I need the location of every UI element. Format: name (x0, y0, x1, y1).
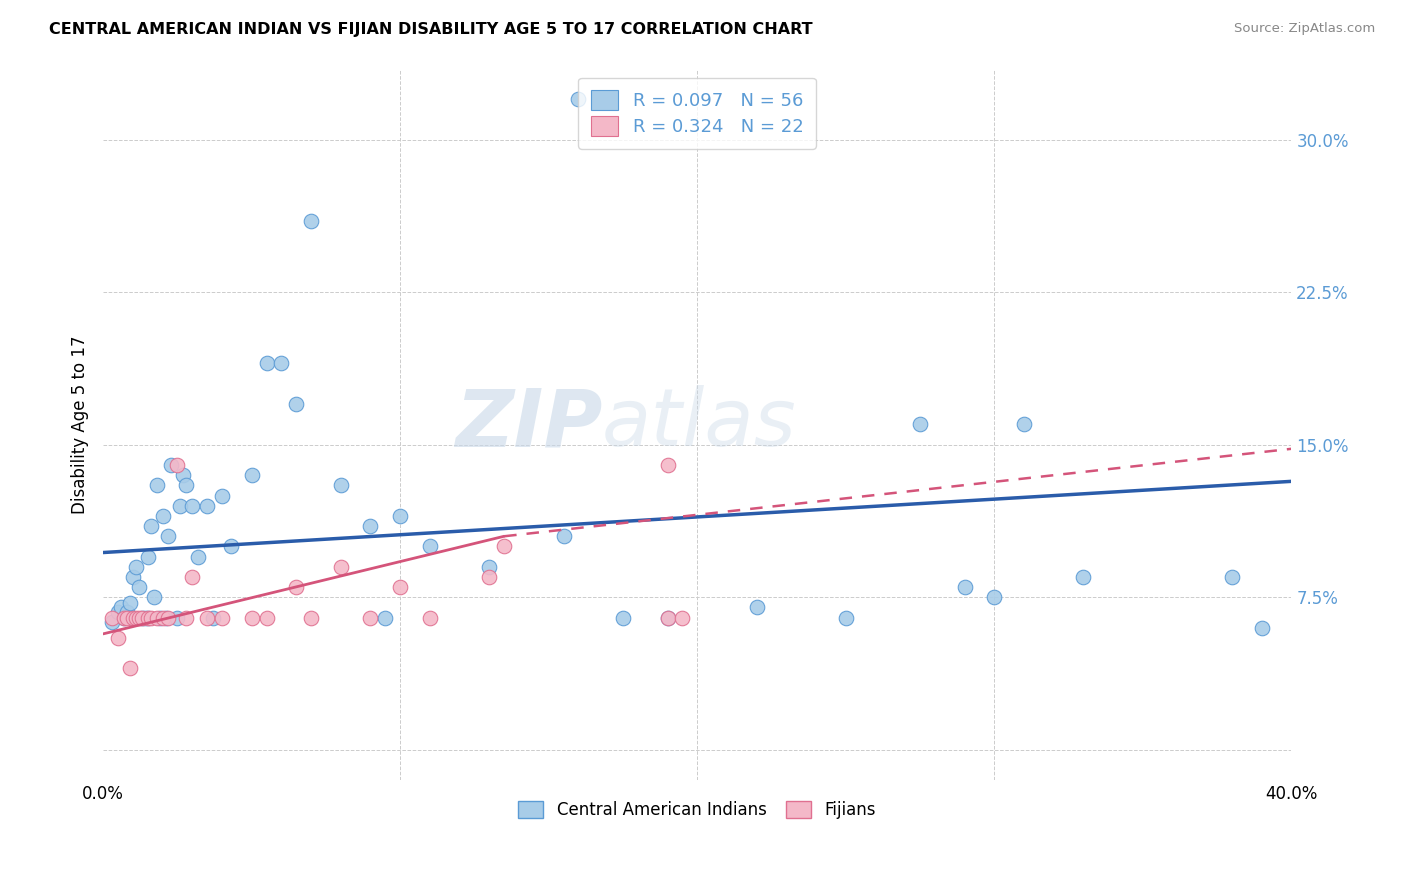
Point (157, 610, 180, 624)
Text: ZIP: ZIP (454, 385, 602, 464)
Point (172, 468, 194, 483)
Point (176, 610, 198, 624)
Point (118, 596, 141, 610)
Point (478, 570, 501, 584)
Point (125, 559, 148, 574)
Point (285, 580, 308, 594)
Point (176, 478, 198, 492)
Point (908, 417, 931, 432)
Point (115, 605, 138, 619)
Point (101, 615, 124, 629)
Point (657, 458, 679, 472)
Point (612, 610, 634, 624)
Point (107, 631, 129, 645)
Point (166, 610, 188, 624)
Point (219, 540, 242, 554)
Point (983, 591, 1005, 605)
Text: CENTRAL AMERICAN INDIAN VS FIJIAN DISABILITY AGE 5 TO 17 CORRELATION CHART: CENTRAL AMERICAN INDIAN VS FIJIAN DISABI… (49, 22, 813, 37)
Point (211, 489, 233, 503)
Point (195, 499, 218, 513)
Point (835, 610, 858, 624)
Point (1220, 570, 1243, 584)
Y-axis label: Disability Age 5 to 17: Disability Age 5 to 17 (72, 335, 89, 514)
Point (121, 570, 143, 584)
Point (671, 610, 693, 624)
Point (139, 610, 162, 624)
Point (657, 610, 679, 624)
Point (136, 549, 159, 564)
Point (145, 610, 167, 624)
Point (112, 610, 135, 624)
Point (181, 570, 204, 584)
Point (136, 610, 159, 624)
Legend: Central American Indians, Fijians: Central American Indians, Fijians (512, 794, 883, 825)
Point (148, 610, 170, 624)
Point (953, 580, 976, 594)
Point (419, 610, 441, 624)
Point (285, 397, 308, 411)
Point (112, 610, 135, 624)
Point (240, 468, 263, 483)
Point (240, 610, 263, 624)
Point (256, 610, 278, 624)
Point (389, 508, 412, 523)
Point (115, 610, 138, 624)
Point (160, 458, 183, 472)
Point (202, 610, 225, 624)
Point (145, 478, 167, 492)
Point (478, 559, 501, 574)
Point (101, 610, 124, 624)
Point (166, 458, 188, 472)
Point (299, 610, 322, 624)
Point (128, 610, 150, 624)
Point (553, 529, 575, 543)
Point (157, 529, 180, 543)
Point (152, 610, 174, 624)
Point (1073, 570, 1095, 584)
Point (128, 580, 150, 594)
Point (134, 610, 156, 624)
Point (270, 356, 292, 370)
Point (136, 610, 159, 624)
Point (745, 600, 768, 615)
Point (155, 610, 177, 624)
Point (121, 610, 143, 624)
Point (299, 214, 322, 228)
Point (374, 610, 396, 624)
Point (211, 610, 233, 624)
Point (118, 661, 141, 675)
Point (657, 610, 679, 624)
Point (1012, 417, 1035, 432)
Point (195, 610, 218, 624)
Point (1250, 621, 1272, 635)
Point (494, 540, 516, 554)
Point (359, 519, 381, 533)
Point (256, 356, 278, 370)
Point (169, 499, 191, 513)
Point (181, 499, 204, 513)
Point (567, 92, 589, 106)
Point (142, 591, 165, 605)
Point (389, 580, 412, 594)
Point (139, 519, 162, 533)
Text: atlas: atlas (602, 385, 797, 464)
Point (187, 549, 209, 564)
Point (329, 559, 352, 574)
Point (419, 540, 441, 554)
Point (359, 610, 381, 624)
Point (107, 605, 129, 619)
Point (131, 610, 153, 624)
Point (110, 600, 132, 615)
Point (121, 610, 143, 624)
Text: Source: ZipAtlas.com: Source: ZipAtlas.com (1234, 22, 1375, 36)
Point (131, 610, 153, 624)
Point (152, 508, 174, 523)
Point (329, 478, 352, 492)
Point (125, 610, 148, 624)
